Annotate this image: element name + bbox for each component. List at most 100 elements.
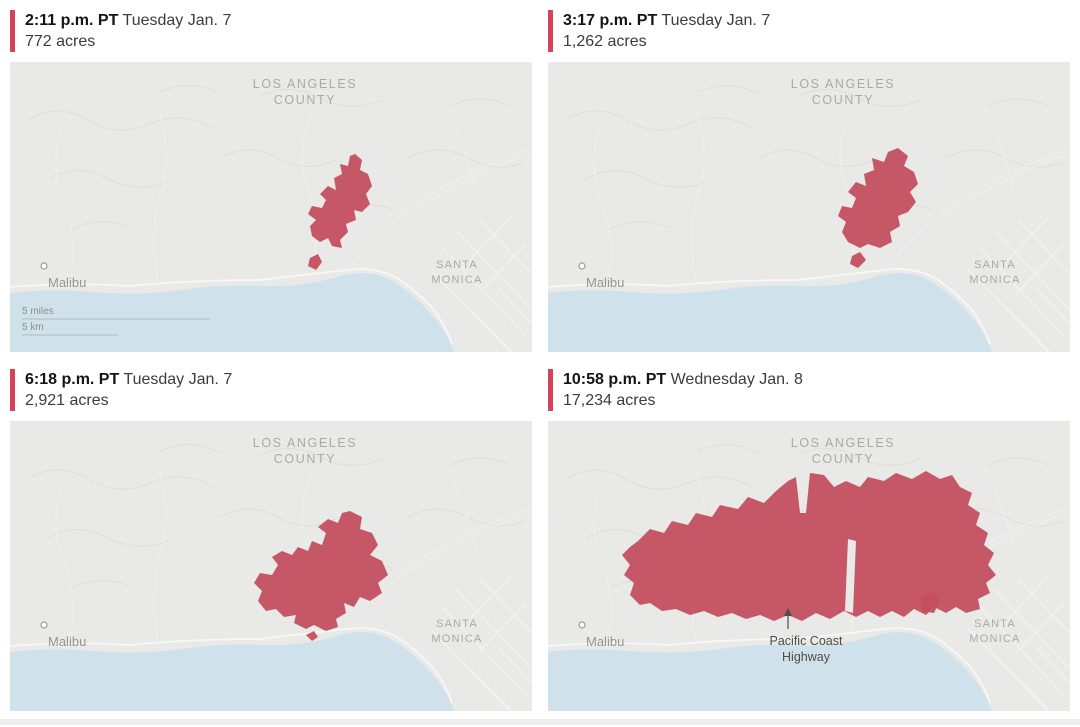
county-label-line1: LOS ANGELES bbox=[791, 77, 895, 91]
ocean bbox=[548, 632, 992, 711]
map-panel-1: 2:11 p.m. PT Tuesday Jan. 7 772 acres bbox=[10, 10, 532, 352]
bottom-divider bbox=[0, 719, 1080, 725]
header-text: 10:58 p.m. PT Wednesday Jan. 8 17,234 ac… bbox=[563, 369, 803, 411]
roads bbox=[548, 97, 1070, 345]
santa-monica-label-line2: MONICA bbox=[969, 633, 1020, 645]
map-panel-3: 6:18 p.m. PT Tuesday Jan. 7 2,921 acres bbox=[10, 369, 532, 711]
ocean bbox=[548, 273, 992, 352]
map-labels: LOS ANGELES COUNTY Malibu SANTA MONICA bbox=[578, 77, 1020, 290]
map-canvas: LOS ANGELES COUNTY Malibu SANTA MONICA 5… bbox=[10, 62, 532, 352]
santa-monica-label-line2: MONICA bbox=[431, 633, 482, 645]
map-canvas: LOS ANGELES COUNTY Malibu SANTA MONICA bbox=[548, 62, 1070, 352]
santa-monica-label-line1: SANTA bbox=[974, 259, 1016, 271]
timestamp: 6:18 p.m. PT bbox=[25, 371, 120, 388]
street-grid bbox=[429, 576, 532, 711]
acreage: 1,262 acres bbox=[563, 33, 647, 50]
unburned-strip bbox=[845, 539, 856, 613]
timestamp-line: 3:17 p.m. PT Tuesday Jan. 7 bbox=[563, 10, 770, 31]
accent-bar bbox=[548, 369, 553, 411]
fire-perimeter bbox=[622, 471, 996, 621]
panel-header: 6:18 p.m. PT Tuesday Jan. 7 2,921 acres bbox=[10, 369, 532, 411]
fire-perimeter bbox=[254, 511, 388, 631]
map-labels: LOS ANGELES COUNTY Malibu SANTA MONICA bbox=[40, 436, 482, 649]
fire-spot bbox=[850, 252, 866, 268]
accent-bar bbox=[548, 10, 553, 52]
county-label-line2: COUNTY bbox=[812, 93, 874, 107]
timestamp: 10:58 p.m. PT bbox=[563, 371, 667, 388]
county-label-line1: LOS ANGELES bbox=[791, 436, 895, 450]
panel-header: 10:58 p.m. PT Wednesday Jan. 8 17,234 ac… bbox=[548, 369, 1070, 411]
street-grid bbox=[967, 576, 1070, 711]
timestamp-line: 6:18 p.m. PT Tuesday Jan. 7 bbox=[25, 369, 232, 390]
header-text: 2:11 p.m. PT Tuesday Jan. 7 772 acres bbox=[25, 10, 231, 52]
malibu-label: Malibu bbox=[586, 275, 624, 290]
santa-monica-label-line1: SANTA bbox=[974, 618, 1016, 630]
scale-km-label: 5 km bbox=[22, 322, 44, 333]
ocean bbox=[10, 273, 454, 352]
santa-monica-label-line2: MONICA bbox=[969, 274, 1020, 286]
accent-bar bbox=[10, 10, 15, 52]
map-panel-2: 3:17 p.m. PT Tuesday Jan. 7 1,262 acres bbox=[548, 10, 1070, 352]
malibu-marker bbox=[578, 621, 586, 629]
county-label-line1: LOS ANGELES bbox=[253, 436, 357, 450]
terrain-contours bbox=[27, 84, 525, 231]
date-label: Wednesday Jan. 8 bbox=[670, 371, 803, 388]
map-svg: LOS ANGELES COUNTY Malibu SANTA MONICA P… bbox=[548, 421, 1070, 711]
panel-header: 3:17 p.m. PT Tuesday Jan. 7 1,262 acres bbox=[548, 10, 1070, 52]
map-labels: LOS ANGELES COUNTY Malibu SANTA MONICA bbox=[40, 77, 482, 290]
terrain-contours bbox=[27, 443, 525, 590]
pch-annotation: Pacific Coast Highway bbox=[770, 608, 843, 664]
acreage: 2,921 acres bbox=[25, 392, 109, 409]
terrain-contours bbox=[565, 84, 1063, 231]
map-labels: LOS ANGELES COUNTY Malibu SANTA MONICA bbox=[578, 436, 1020, 649]
date-label: Tuesday Jan. 7 bbox=[123, 371, 233, 388]
timestamp-line: 10:58 p.m. PT Wednesday Jan. 8 bbox=[563, 369, 803, 390]
fire-perimeter bbox=[838, 148, 918, 248]
malibu-label: Malibu bbox=[48, 634, 86, 649]
map-svg: LOS ANGELES COUNTY Malibu SANTA MONICA 5… bbox=[10, 62, 532, 352]
county-label-line2: COUNTY bbox=[274, 93, 336, 107]
scale-miles-label: 5 miles bbox=[22, 306, 54, 317]
santa-monica-label-line1: SANTA bbox=[436, 618, 478, 630]
timestamp-line: 2:11 p.m. PT Tuesday Jan. 7 bbox=[25, 10, 231, 31]
header-text: 3:17 p.m. PT Tuesday Jan. 7 1,262 acres bbox=[563, 10, 770, 52]
map-svg: LOS ANGELES COUNTY Malibu SANTA MONICA bbox=[548, 62, 1070, 352]
santa-monica-label-line1: SANTA bbox=[436, 259, 478, 271]
fire-spot bbox=[920, 591, 940, 613]
map-canvas: LOS ANGELES COUNTY Malibu SANTA MONICA bbox=[10, 421, 532, 711]
pch-arrowhead bbox=[784, 608, 792, 616]
county-label-line2: COUNTY bbox=[274, 452, 336, 466]
acreage: 17,234 acres bbox=[563, 392, 656, 409]
fire-spot bbox=[306, 631, 318, 641]
malibu-marker bbox=[40, 621, 48, 629]
acreage: 772 acres bbox=[25, 33, 96, 50]
header-text: 6:18 p.m. PT Tuesday Jan. 7 2,921 acres bbox=[25, 369, 232, 411]
timestamp: 2:11 p.m. PT bbox=[25, 12, 119, 29]
street-grid bbox=[967, 217, 1070, 352]
malibu-label: Malibu bbox=[48, 275, 86, 290]
map-canvas: LOS ANGELES COUNTY Malibu SANTA MONICA P… bbox=[548, 421, 1070, 711]
map-panel-4: 10:58 p.m. PT Wednesday Jan. 8 17,234 ac… bbox=[548, 369, 1070, 711]
map-svg: LOS ANGELES COUNTY Malibu SANTA MONICA bbox=[10, 421, 532, 711]
scale-bar: 5 miles 5 km bbox=[22, 306, 210, 336]
date-label: Tuesday Jan. 7 bbox=[661, 12, 771, 29]
fire-spot bbox=[308, 254, 322, 270]
malibu-label: Malibu bbox=[586, 634, 624, 649]
date-label: Tuesday Jan. 7 bbox=[122, 12, 232, 29]
pch-label-line2: Highway bbox=[782, 650, 831, 664]
roads bbox=[10, 456, 532, 704]
fire-maps-figure: 2:11 p.m. PT Tuesday Jan. 7 772 acres bbox=[10, 10, 1070, 711]
malibu-marker bbox=[578, 262, 586, 270]
malibu-marker bbox=[40, 262, 48, 270]
street-grid bbox=[429, 217, 532, 352]
roads bbox=[10, 97, 532, 345]
ocean bbox=[10, 632, 454, 711]
panel-header: 2:11 p.m. PT Tuesday Jan. 7 772 acres bbox=[10, 10, 532, 52]
fire-perimeter bbox=[308, 154, 372, 248]
accent-bar bbox=[10, 369, 15, 411]
santa-monica-label-line2: MONICA bbox=[431, 274, 482, 286]
county-label-line1: LOS ANGELES bbox=[253, 77, 357, 91]
county-label-line2: COUNTY bbox=[812, 452, 874, 466]
timestamp: 3:17 p.m. PT bbox=[563, 12, 658, 29]
pch-label-line1: Pacific Coast bbox=[770, 634, 843, 648]
